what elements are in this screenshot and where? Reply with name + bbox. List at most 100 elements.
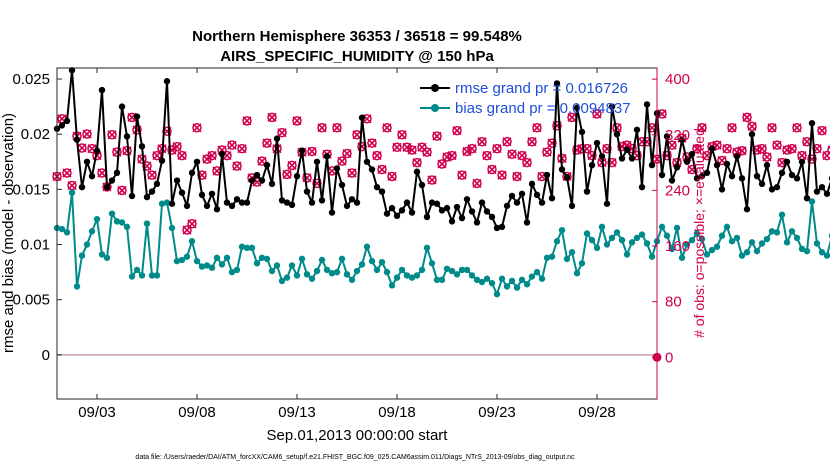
rmse-point <box>383 210 391 217</box>
obs-evaluated-point <box>317 123 327 133</box>
rmse-point <box>738 175 746 182</box>
obs-possible-point <box>342 148 352 159</box>
rmse-point <box>818 183 826 191</box>
obs-possible-point <box>467 143 477 154</box>
bias-point <box>258 254 266 261</box>
bias-point <box>568 249 576 256</box>
obs-evaluated-point <box>282 169 292 179</box>
bias-point <box>778 211 786 218</box>
rmse-point <box>118 103 126 110</box>
rmse-point <box>753 172 761 180</box>
rmse-point <box>588 161 596 169</box>
bias-point <box>503 283 511 290</box>
obs-evaluated-point <box>242 116 252 126</box>
rmse-point <box>283 199 291 206</box>
bias-point <box>83 241 91 248</box>
obs-evaluated-point <box>747 121 757 131</box>
bias-point <box>508 277 516 285</box>
obs-possible-point <box>172 141 182 152</box>
obs-possible-point <box>772 140 782 150</box>
rmse-point <box>198 191 206 199</box>
rmse-point <box>578 128 586 136</box>
x-tick-label: 09/18 <box>378 404 416 421</box>
bias-point <box>733 234 741 242</box>
rmse-point <box>108 177 116 184</box>
bias-point <box>323 266 331 274</box>
bias-point <box>448 267 456 275</box>
obs-possible-point <box>477 136 487 147</box>
obs-evaluated-point <box>567 112 577 122</box>
obs-possible-point <box>742 112 752 123</box>
rmse-point <box>688 150 696 158</box>
obs-evaluated-point <box>382 123 392 133</box>
legend: rmse grand pr = 0.016726 bias grand pr =… <box>420 80 631 117</box>
bias-point <box>353 267 361 275</box>
obs-possible-point <box>692 143 702 154</box>
obs-evaluated-point <box>177 151 187 161</box>
rmse-point <box>748 131 756 138</box>
bias-point <box>253 260 261 267</box>
obs-possible-point <box>767 123 777 133</box>
obs-evaluated-point <box>97 168 107 178</box>
y-right-axis: 0 80 160 240 320 400 <box>652 68 690 399</box>
rmse-point <box>368 166 376 173</box>
rmse-series-group <box>53 67 830 232</box>
rmse-point <box>638 183 646 191</box>
bias-point <box>193 257 201 265</box>
x-tick-label: 09/23 <box>478 404 516 421</box>
bias-point <box>483 275 491 282</box>
bias-point <box>373 266 381 274</box>
rmse-point <box>598 153 606 160</box>
bias-point <box>203 262 211 269</box>
obs-evaluated-point <box>512 171 522 182</box>
rmse-point <box>178 189 186 196</box>
bias-point <box>458 266 466 274</box>
bias-point <box>108 210 116 217</box>
x-tick-label: 09/13 <box>278 404 316 421</box>
rmse-point <box>793 175 801 182</box>
rmse-point <box>398 207 406 214</box>
obs-evaluated-point <box>527 137 537 147</box>
rmse-point <box>193 158 201 165</box>
rmse-point <box>208 190 216 197</box>
obs-possible-point <box>817 125 827 136</box>
obs-possible-point <box>262 138 272 148</box>
rmse-point <box>218 150 226 158</box>
rmse-point <box>253 171 261 179</box>
obs-possible-point <box>472 178 482 189</box>
rmse-point <box>308 199 316 206</box>
bias-point <box>93 215 101 223</box>
rmse-point <box>548 194 556 202</box>
obs-evaluated-point <box>797 151 807 161</box>
obs-evaluated-point <box>237 144 247 154</box>
rmse-point <box>223 199 231 206</box>
rmse-point <box>733 153 741 160</box>
rmse-point <box>728 172 736 180</box>
obs-possible-point <box>287 160 297 171</box>
rmse-point <box>683 158 691 165</box>
obs-evaluated-point <box>232 161 242 171</box>
rmse-point <box>528 180 536 188</box>
obs-evaluated-point <box>287 160 297 170</box>
obs-possible-point <box>462 146 472 157</box>
obs-possible-point <box>452 125 462 136</box>
obs-evaluated-point <box>172 142 182 152</box>
rmse-point <box>478 199 486 206</box>
y-left-tick-label: 0.01 <box>21 237 50 254</box>
bias-point <box>603 241 611 248</box>
bias-point <box>728 238 736 245</box>
bias-point <box>528 273 536 280</box>
rmse-point <box>233 196 241 203</box>
obs-evaluated-point <box>502 137 512 147</box>
rmse-point <box>83 158 91 165</box>
obs-evaluated-point <box>757 144 767 154</box>
obs-possible-point <box>427 175 437 185</box>
rmse-point <box>473 219 481 226</box>
obs-possible-point <box>492 143 502 154</box>
rmse-point <box>553 80 561 87</box>
bias-point <box>803 247 811 255</box>
obs-possible-point <box>112 147 122 157</box>
rmse-point <box>758 180 766 188</box>
bias-point <box>463 266 471 274</box>
obs-evaluated-point <box>422 147 432 157</box>
